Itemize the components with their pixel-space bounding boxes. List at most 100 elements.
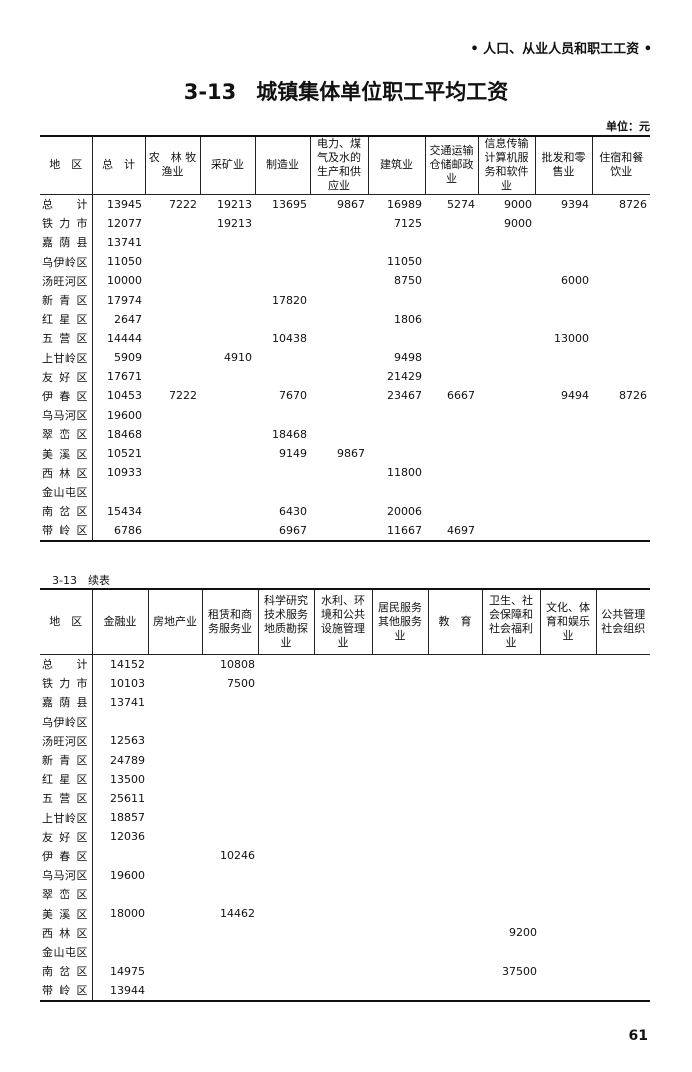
cell [145,233,200,252]
row: 嘉荫县 13741 [40,692,650,713]
cell: 10453 [107,389,142,403]
cell [314,827,372,846]
cell [596,750,650,769]
cell: 14444 [107,331,142,345]
cell [425,233,478,252]
row: 总 计 14152 10808 [40,654,650,674]
row: 嘉荫县 13741 [40,232,650,253]
region: 上甘岭区 [40,808,93,828]
cell [478,271,535,290]
cell [202,712,258,731]
cell [255,271,310,290]
cell [200,310,255,329]
cell [540,808,596,827]
cell [540,750,596,769]
cell [372,885,428,904]
cell [148,866,202,885]
cell [425,348,478,367]
region: 汤旺河区 [40,271,93,291]
row: 五营区 14444 10438 13000 [40,328,650,348]
cell [258,962,314,981]
cell: 13741 [110,695,145,709]
cell: 17974 [107,293,142,307]
cell [145,482,200,501]
row: 金山屯区 [40,942,650,962]
cell [145,444,200,463]
cell [425,367,478,386]
cell [478,502,535,521]
cell [592,425,650,444]
cell [596,808,650,827]
cell [535,502,592,521]
cell [314,923,372,942]
cell [535,214,592,233]
cell [592,521,650,541]
cell [482,654,540,674]
cell [478,386,535,405]
cell: 17820 [272,293,307,307]
cell [148,789,202,808]
cell [314,981,372,1001]
region: 翠峦区 [40,424,93,444]
cell: 13695 [272,197,307,211]
row: 伊春区 10246 [40,846,650,866]
cell [596,789,650,808]
cell [255,463,310,482]
cell [202,923,258,942]
cell [478,310,535,329]
cell: 9000 [504,216,532,230]
region: 嘉荫县 [40,232,93,253]
cell [255,406,310,425]
cell: 8726 [619,197,647,211]
cell [200,463,255,482]
cell [145,310,200,329]
cell: 24789 [110,753,145,767]
region: 总 计 [40,194,93,214]
cell [255,310,310,329]
row: 新青区 17974 17820 [40,290,650,310]
cell [372,731,428,750]
cell [482,981,540,1001]
cell [482,731,540,750]
running-title: • 人口、从业人员和职工工资 • [470,42,652,57]
cell [145,252,200,271]
row: 铁力市 10103 7500 [40,673,650,693]
cell: 9867 [337,197,365,211]
cell [202,789,258,808]
cell [592,271,650,290]
cell [310,271,368,290]
cell [592,233,650,252]
cell: 7125 [394,216,422,230]
cell: 19600 [110,868,145,882]
column-header: 信息传输计算机服务和软件业 [477,136,535,195]
cell [372,693,428,712]
cell [372,904,428,923]
page-number: 61 [628,1028,648,1044]
cell [372,750,428,769]
cell [592,252,650,271]
cell [592,290,650,309]
column-header: 卫生、社会保障和社会福利业 [481,589,540,655]
region: 翠峦区 [40,884,93,904]
cell [145,463,200,482]
cell: 10933 [107,466,142,480]
cell [372,962,428,981]
cell [148,827,202,846]
cell [425,425,478,444]
cell [535,463,592,482]
cell [258,770,314,789]
region: 新青区 [40,750,93,770]
cell: 6786 [114,523,142,537]
cell: 17671 [107,370,142,384]
row: 金山屯区 [40,482,650,502]
cell [596,712,650,731]
cell [368,482,425,501]
cell [540,770,596,789]
cell [428,712,482,731]
cell [478,233,535,252]
region: 总 计 [40,654,93,674]
cell: 9394 [561,197,589,211]
cell [314,654,372,674]
table: 地 区总 计农 林 牧渔业 采矿业 制造业 电力、煤气及水的生产和供应业 建筑业 交通运输… [40,135,650,542]
header-row: 地 区总 计农 林 牧渔业 采矿业 制造业 电力、煤气及水的生产和供应业 建筑业 交通运输… [40,136,650,195]
